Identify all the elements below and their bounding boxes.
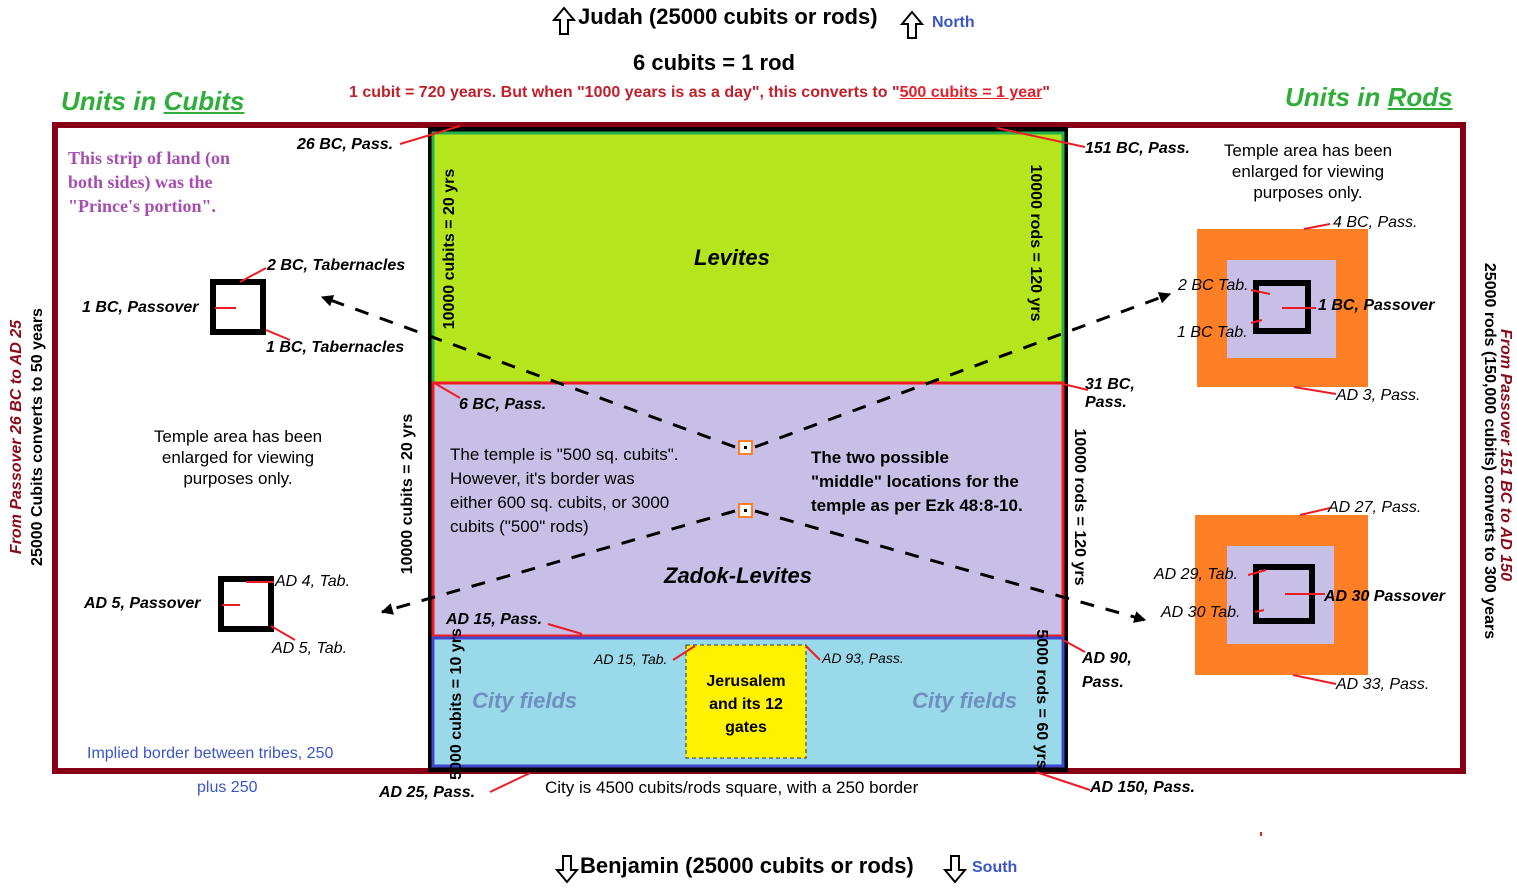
levites-region bbox=[431, 131, 1065, 385]
dim-city-right: 5000 rods = 60 yrs bbox=[1033, 629, 1050, 769]
label-26bc: 26 BC, Pass. bbox=[297, 136, 394, 153]
units-cubits-heading: Units in Cubits bbox=[61, 86, 245, 116]
right-enlarged-note: Temple area has been enlarged for viewin… bbox=[1223, 141, 1393, 202]
left-enlarged-note: Temple area has been enlarged for viewin… bbox=[153, 427, 323, 488]
implied-border-note: Implied border between tribes, 250 bbox=[87, 745, 334, 762]
plus-250-note: plus 250 bbox=[197, 779, 258, 796]
zadok-levites-label: Zadok-Levites bbox=[664, 563, 812, 588]
arrow-upper-to-left bbox=[320, 295, 736, 449]
rod-equation: 6 cubits = 1 rod bbox=[633, 50, 795, 75]
jerusalem-square bbox=[685, 644, 807, 759]
label-151bc: 151 BC, Pass. bbox=[1085, 140, 1190, 157]
left-upper-passover: 1 BC, Passover bbox=[82, 299, 199, 316]
city-size-note: City is 4500 cubits/rods square, with a … bbox=[545, 778, 919, 797]
dim-city-left: 5000 cubits = 10 yrs bbox=[448, 628, 465, 780]
dim-zadok-right: 10000 rods = 120 yrs bbox=[1071, 428, 1088, 586]
label-6bc: 6 BC, Pass. bbox=[459, 396, 547, 413]
dim-levites-right: 10000 rods = 120 yrs bbox=[1027, 164, 1044, 322]
down-arrow-icon-left bbox=[554, 855, 580, 884]
prince-portion-note: This strip of land (on both sides) was t… bbox=[68, 148, 231, 216]
dim-levites-left: 10000 cubits = 20 yrs bbox=[441, 168, 458, 330]
up-arrow-icon-right bbox=[899, 10, 925, 39]
dim-zadok-left: 10000 cubits = 20 yrs bbox=[399, 413, 416, 575]
left-upper-temple-icon bbox=[210, 279, 266, 335]
arrow-upper-to-right bbox=[754, 292, 1172, 449]
right-lower-top: AD 27, Pass. bbox=[1328, 499, 1422, 516]
middle-locations-note: The two possible "middle" locations for … bbox=[811, 448, 1023, 515]
right-upper-passover: 1 BC, Passover bbox=[1318, 297, 1435, 314]
right-lower-passover: AD 30 Passover bbox=[1324, 588, 1445, 605]
down-arrow-icon-right bbox=[942, 855, 968, 884]
cubit-note: 1 cubit = 720 years. But when "1000 year… bbox=[349, 84, 1050, 101]
arrow-lower-to-left bbox=[380, 509, 736, 615]
city-fields-right: City fields bbox=[912, 688, 1018, 713]
label-31bc: 31 BC, Pass. bbox=[1085, 376, 1135, 411]
left-period-label: From Passover 26 BC to AD 25 bbox=[8, 319, 25, 555]
left-conversion-label: 25000 Cubits converts to 50 years bbox=[29, 308, 46, 566]
left-lower-passover: AD 5, Passover bbox=[84, 595, 201, 612]
right-lower-left-top: AD 29, Tab. bbox=[1154, 566, 1238, 583]
label-ad25: AD 25, Pass. bbox=[379, 784, 476, 801]
south-title: Benjamin (25000 cubits or rods) bbox=[580, 853, 914, 878]
label-ad90: AD 90, Pass. bbox=[1082, 650, 1132, 691]
right-upper-bottom: AD 3, Pass. bbox=[1336, 387, 1421, 404]
left-lower-temple-icon bbox=[218, 576, 274, 632]
jerusalem-label: Jerusalem and its 12 gates bbox=[706, 673, 786, 736]
label-ad15: AD 15, Pass. bbox=[446, 611, 543, 628]
temple-border-note: The temple is "500 sq. cubits". However,… bbox=[450, 445, 679, 536]
right-upper-temple-lavender bbox=[1227, 260, 1336, 358]
right-lower-left-bottom: AD 30 Tab. bbox=[1161, 604, 1241, 621]
label-ad15-tab: AD 15, Tab. bbox=[594, 651, 668, 667]
right-upper-left-top: 2 BC Tab. bbox=[1178, 277, 1249, 294]
left-lower-tab-bottom: AD 5, Tab. bbox=[272, 640, 348, 657]
label-ad150: AD 150, Pass. bbox=[1090, 779, 1195, 796]
north-label: North bbox=[932, 14, 975, 31]
label-ad93: AD 93, Pass. bbox=[822, 650, 904, 666]
right-period-label: From Passover 151 BC to AD 150 bbox=[1497, 329, 1514, 581]
city-fields-left: City fields bbox=[472, 688, 578, 713]
north-title: Judah (25000 cubits or rods) bbox=[578, 4, 878, 29]
south-label: South bbox=[972, 859, 1018, 876]
left-upper-tab-top: 2 BC, Tabernacles bbox=[267, 257, 406, 274]
levites-label: Levites bbox=[694, 245, 770, 270]
left-lower-tab-top: AD 4, Tab. bbox=[275, 573, 351, 590]
units-rods-heading: Units in Rods bbox=[1285, 82, 1453, 112]
right-upper-left-bottom: 1 BC Tab. bbox=[1177, 324, 1248, 341]
right-lower-bottom: AD 33, Pass. bbox=[1336, 676, 1430, 693]
left-upper-tab-bottom: 1 BC, Tabernacles bbox=[266, 339, 405, 356]
up-arrow-icon-left bbox=[551, 6, 577, 35]
right-upper-top: 4 BC, Pass. bbox=[1333, 214, 1418, 231]
